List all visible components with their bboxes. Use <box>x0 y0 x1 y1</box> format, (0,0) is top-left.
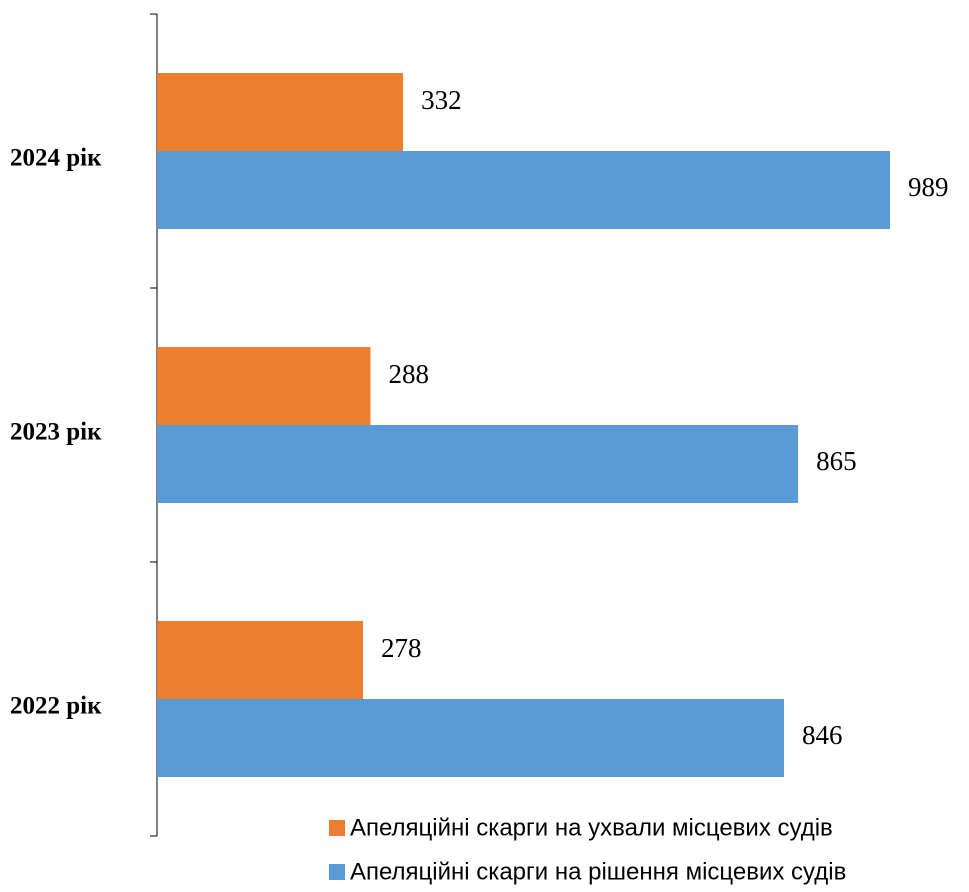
bar <box>157 73 404 151</box>
value-label: 846 <box>802 720 843 750</box>
bar <box>157 151 890 229</box>
value-label: 288 <box>388 359 429 389</box>
legend-swatch <box>329 820 345 836</box>
value-label: 865 <box>816 446 857 476</box>
legend-swatch <box>329 864 345 880</box>
bar <box>157 699 785 777</box>
value-label: 278 <box>381 633 422 663</box>
value-label: 989 <box>908 172 949 202</box>
value-label: 332 <box>421 85 462 115</box>
category-label: 2024 рік <box>10 145 102 172</box>
bar <box>157 425 799 503</box>
bar <box>157 621 364 699</box>
legend-label: Апеляційні скарги на ухвали місцевих суд… <box>350 814 833 841</box>
legend-label: Апеляційні скарги на рішення місцевих су… <box>350 858 846 885</box>
bar <box>157 347 371 425</box>
category-label: 2022 рік <box>10 693 102 720</box>
category-label: 2023 рік <box>10 419 102 446</box>
